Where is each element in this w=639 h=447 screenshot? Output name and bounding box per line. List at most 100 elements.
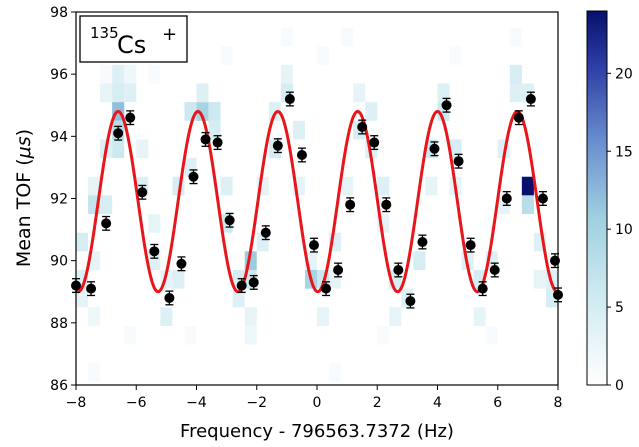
heatmap-cell [353, 83, 366, 103]
colorbar-tick-label: 5 [615, 300, 624, 316]
heatmap-cell [521, 195, 534, 215]
heatmap-cell [425, 176, 438, 196]
heatmap-cell [124, 325, 137, 345]
data-marker [513, 112, 524, 123]
heatmap-cell [533, 269, 546, 289]
data-point [113, 125, 124, 141]
heatmap-cell [377, 176, 390, 196]
colorbar-ticks: 0 5 10 15 20 [607, 66, 633, 394]
heatmap-cell [148, 251, 161, 270]
heatmap-cell [473, 307, 486, 326]
data-marker [248, 277, 259, 288]
data-marker [125, 112, 136, 123]
heatmap-cell [100, 83, 113, 103]
data-point [357, 119, 368, 135]
data-point [248, 274, 259, 290]
data-point [441, 97, 452, 113]
heatmap-cell [341, 27, 354, 47]
annotation-box [79, 15, 188, 63]
annotation-mass: 135 [90, 24, 119, 42]
x-tick-label: 2 [373, 395, 382, 411]
annotation-charge: + [162, 24, 177, 45]
data-marker [381, 199, 392, 210]
x-tick-label: 0 [313, 395, 322, 411]
data-point [321, 281, 332, 297]
data-marker [321, 283, 332, 294]
heatmap-cell [208, 102, 221, 121]
data-marker [369, 137, 380, 148]
heatmap-cell [280, 27, 293, 47]
heatmap-cell [124, 64, 137, 84]
heatmap-cell [521, 176, 534, 196]
data-point [537, 191, 548, 206]
colorbar-tick-label: 20 [615, 66, 633, 82]
heatmap-cell [341, 176, 354, 196]
heatmap-cell [220, 176, 233, 196]
y-tick-label: 88 [50, 316, 68, 332]
heatmap-cell [485, 325, 498, 345]
data-point [149, 243, 160, 259]
data-marker [164, 292, 175, 303]
data-point [429, 141, 440, 157]
data-point [188, 169, 199, 185]
data-marker [441, 100, 452, 111]
heatmap-cell [76, 232, 89, 252]
heatmap-cell [148, 214, 161, 233]
data-marker [489, 264, 500, 275]
data-marker [525, 94, 536, 105]
x-tick-label: −8 [66, 395, 87, 411]
heatmap-cell [268, 102, 281, 121]
data-point [333, 262, 344, 278]
heatmap-cell [76, 288, 89, 308]
data-point [393, 262, 404, 278]
heatmap-cell [509, 64, 522, 84]
data-point [465, 237, 476, 253]
heatmap-cell [317, 46, 330, 65]
heatmap-cell [100, 195, 113, 215]
heatmap-cell [88, 363, 101, 382]
x-tick-label: −2 [246, 395, 267, 411]
data-point [284, 91, 295, 107]
data-marker [137, 187, 148, 198]
data-marker [212, 137, 223, 148]
heatmap-cell [437, 83, 450, 103]
heatmap-cell [389, 307, 402, 326]
colorbar-tick-label: 15 [615, 144, 633, 160]
x-tick-label: 6 [493, 395, 502, 411]
heatmap-layer [76, 27, 558, 382]
x-tick-label: −4 [186, 395, 207, 411]
heatmap-cell [413, 251, 426, 270]
data-point [200, 131, 211, 147]
data-marker [188, 171, 199, 182]
data-point [164, 290, 175, 306]
data-marker [537, 193, 548, 204]
data-point [453, 153, 464, 169]
data-point [125, 110, 136, 126]
heatmap-cell [208, 120, 221, 140]
data-point [369, 135, 380, 151]
colorbar [586, 10, 608, 386]
heatmap-cell [124, 83, 137, 103]
x-axis-label: Frequency - 796563.7372 (Hz) [180, 421, 454, 442]
data-point [513, 110, 524, 126]
heatmap-cell [148, 64, 161, 84]
heatmap-cell [100, 64, 113, 84]
data-marker [429, 143, 440, 154]
y-tick-label: 98 [50, 5, 68, 21]
data-marker [101, 218, 112, 229]
isotope-annotation: 135 Cs + [79, 15, 188, 63]
data-marker [345, 199, 356, 210]
data-points-layer [71, 91, 563, 309]
data-point [224, 212, 235, 228]
heatmap-cell [280, 64, 293, 84]
heatmap-cell [509, 27, 522, 47]
data-marker [149, 246, 160, 257]
x-tick-label: −6 [126, 395, 147, 411]
y-axis-ticks: 86 88 90 92 94 96 98 [50, 5, 76, 394]
heatmap-cell [184, 325, 197, 345]
data-marker [176, 258, 187, 269]
heatmap-cell [196, 102, 209, 121]
heatmap-cell [449, 46, 462, 65]
data-point [176, 256, 187, 272]
